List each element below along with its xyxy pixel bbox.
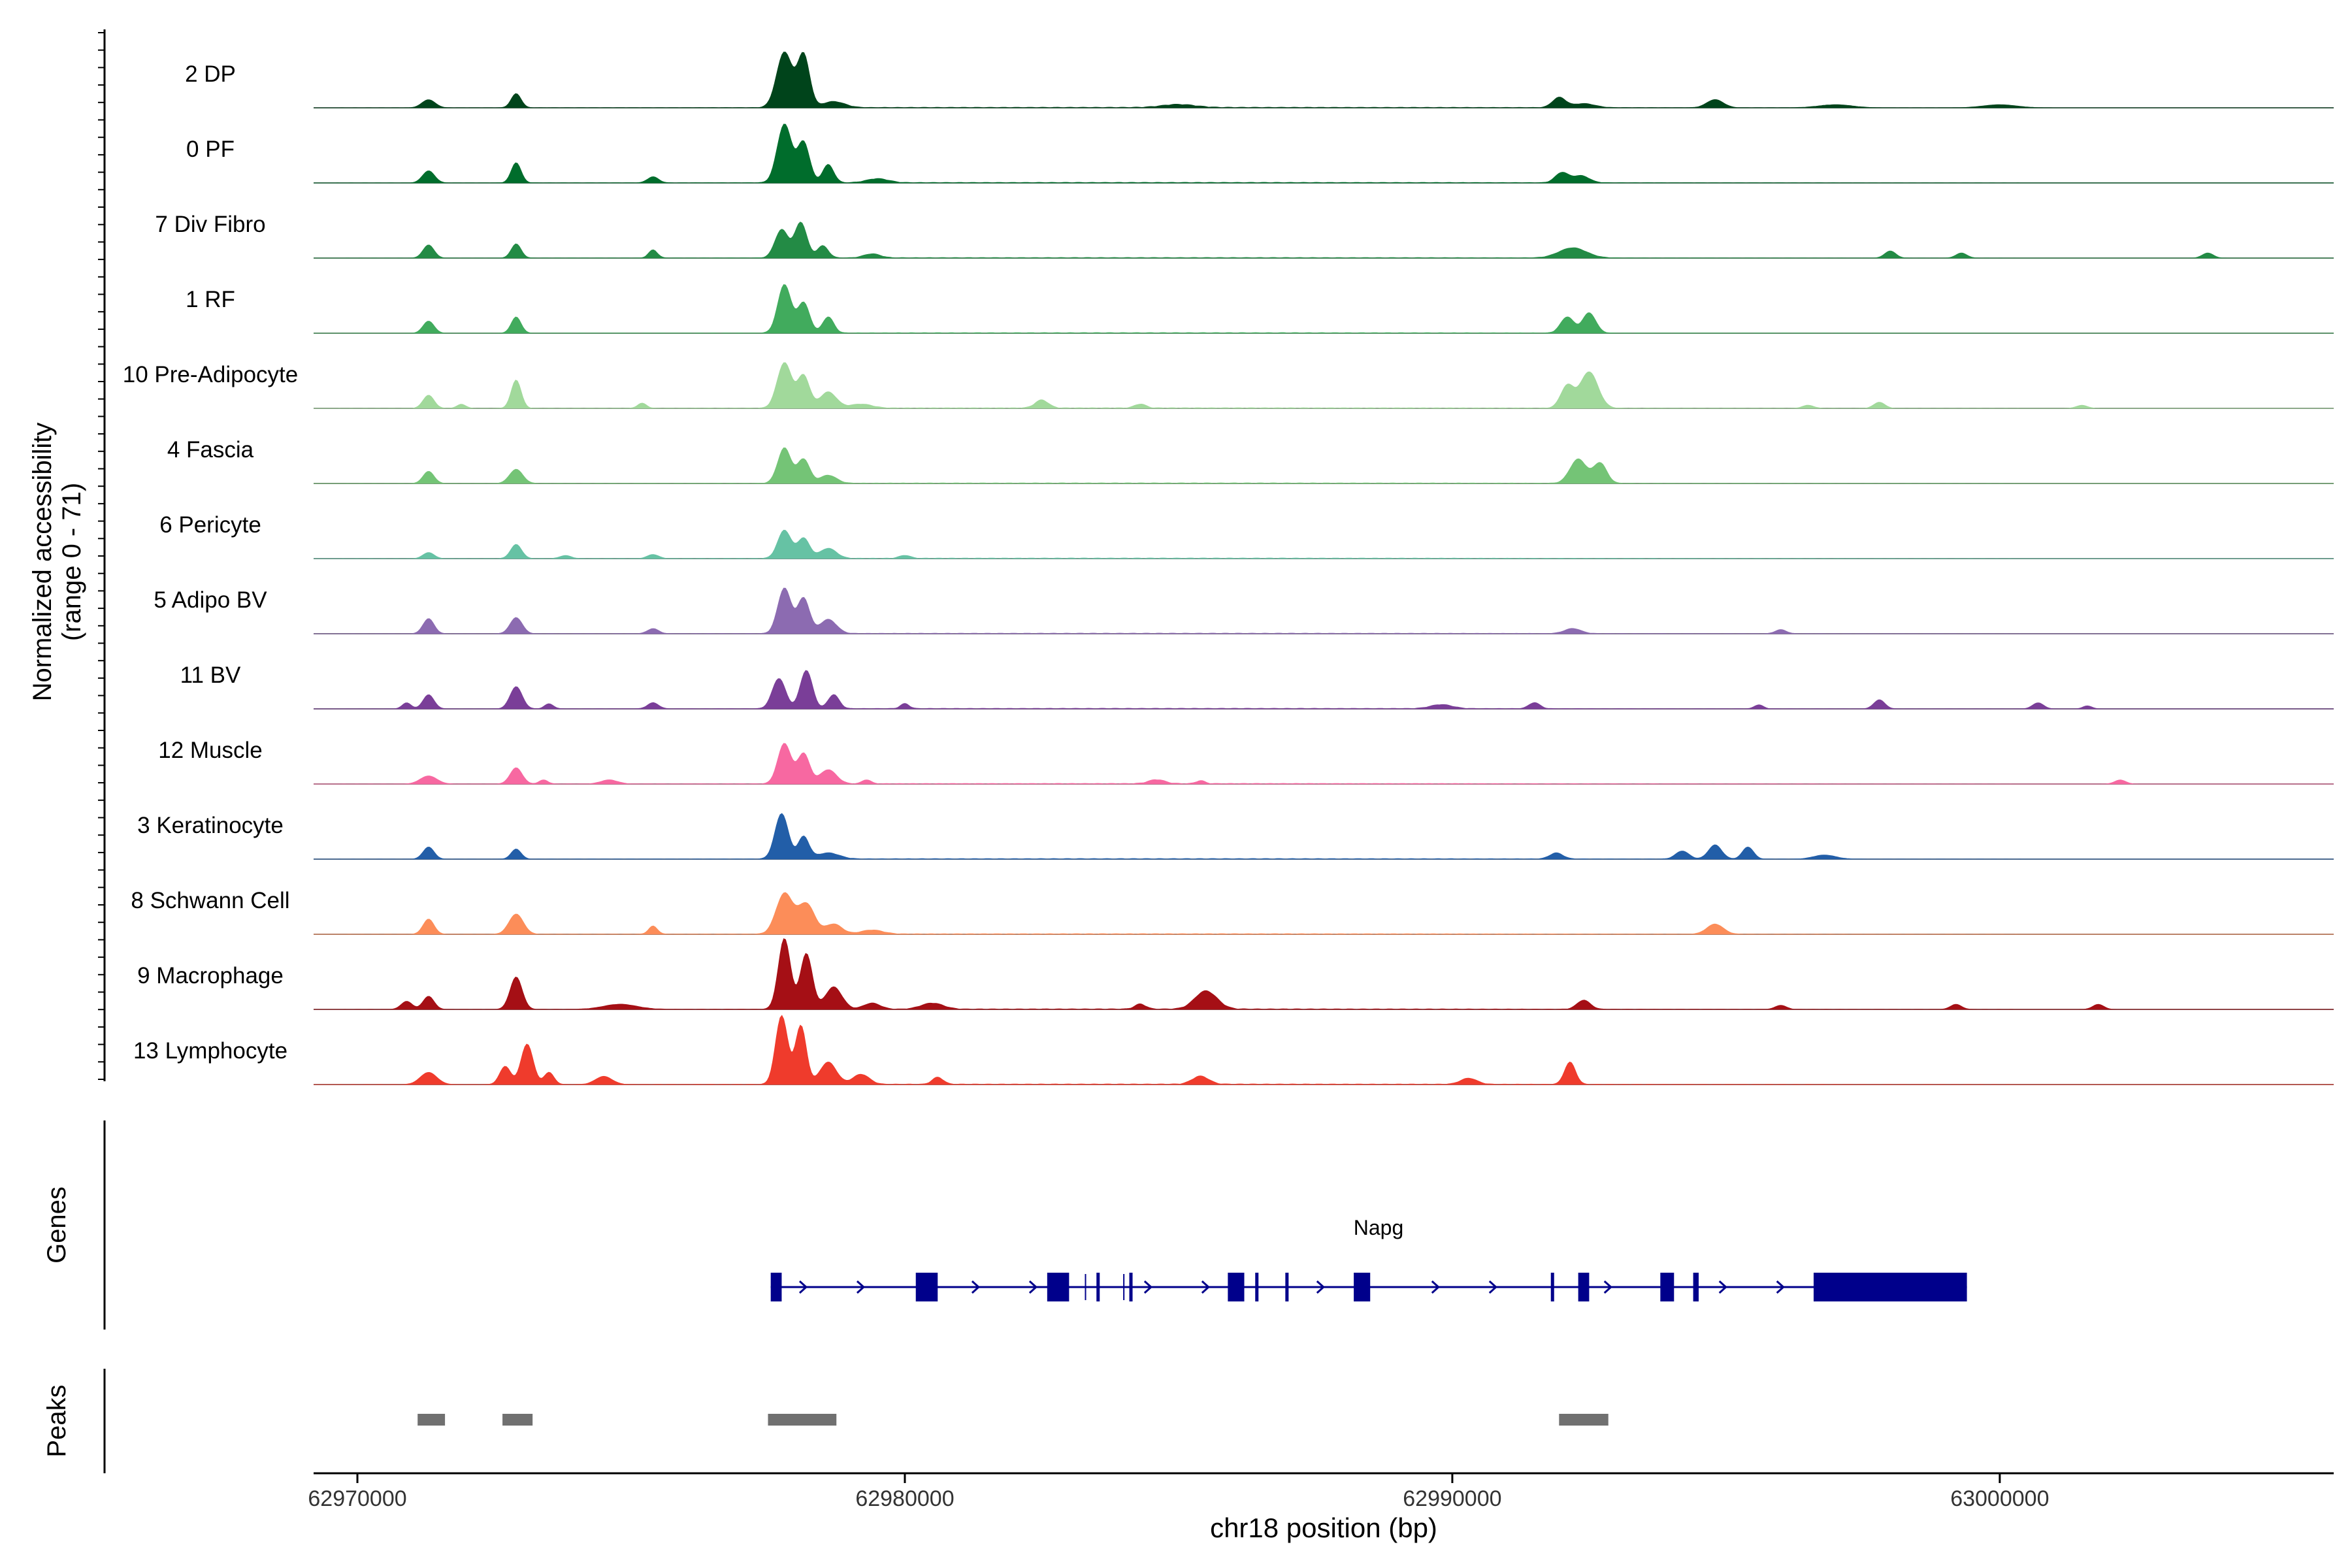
track-label: 11 BV: [180, 662, 241, 688]
coverage-y-axis-ticks: [98, 32, 105, 1080]
track-label: 6 Pericyte: [159, 512, 261, 538]
peaks-track-label: Peaks: [42, 1384, 71, 1457]
coverage-track: 6 Pericyte: [159, 512, 2334, 559]
gene-exon: [1096, 1273, 1100, 1301]
coverage-area: [314, 670, 2334, 710]
track-label: 9 Macrophage: [137, 963, 284, 988]
x-axis-label: chr18 position (bp): [1210, 1512, 1437, 1543]
peak-region: [1559, 1414, 1609, 1426]
coverage-area: [314, 743, 2334, 785]
strand-arrow: [1603, 1280, 1612, 1294]
track-label: 3 Keratinocyte: [137, 813, 284, 838]
gene-exon: [1285, 1273, 1289, 1301]
coverage-area: [314, 447, 2334, 484]
peak-region: [768, 1414, 837, 1426]
coverage-y-axis: Normalized accessibility (range 0 - 71): [28, 29, 106, 1081]
track-label: 2 DP: [185, 61, 236, 87]
peak-region: [502, 1414, 533, 1426]
coverage-area: [314, 221, 2334, 259]
strand-arrow: [1776, 1280, 1785, 1294]
coverage-track: 1 RF: [186, 284, 2334, 334]
strand-arrow: [1718, 1280, 1727, 1294]
gene-exon: [1550, 1273, 1554, 1301]
track-label: 12 Muscle: [158, 738, 263, 763]
track-label: 0 PF: [186, 137, 235, 162]
x-axis-ticks: 62970000 62980000 62990000 63000000: [308, 1473, 2049, 1511]
track-label: 4 Fascia: [167, 437, 254, 463]
coverage-area: [314, 892, 2334, 935]
coverage-track: 13 Lymphocyte: [133, 1015, 2334, 1085]
track-label: 5 Adipo BV: [154, 587, 267, 613]
coverage-track: 11 BV: [180, 662, 2334, 710]
peak-regions: [417, 1414, 1609, 1426]
genes-track-label: Genes: [42, 1186, 71, 1264]
gene-exon: [1047, 1273, 1070, 1301]
coverage-area: [314, 813, 2334, 860]
track-label: 7 Div Fibro: [155, 212, 265, 237]
coverage-track: 9 Macrophage: [137, 938, 2334, 1010]
coverage-track: 4 Fascia: [167, 437, 2334, 484]
strand-arrow: [1201, 1280, 1211, 1294]
strand-arrow: [856, 1280, 866, 1294]
gene-model: [770, 1273, 1967, 1301]
coverage-area: [314, 1015, 2334, 1085]
gene-exon: [1255, 1273, 1259, 1301]
coverage-tracks: 2 DP 0 PF 7 Div Fibro 1 RF 10 Pre-Adipocyte 4…: [123, 52, 2334, 1085]
gene-exon: [1354, 1273, 1371, 1301]
track-label: 1 RF: [186, 287, 235, 312]
coverage-track: 12 Muscle: [158, 738, 2334, 785]
coverage-track: 8 Schwann Cell: [131, 888, 2334, 935]
gene-exon: [915, 1273, 938, 1301]
coverage-track: 3 Keratinocyte: [137, 813, 2334, 860]
coverage-area: [314, 123, 2334, 184]
coverage-track: 5 Adipo BV: [154, 587, 2334, 634]
x-axis-tick-label: 62980000: [855, 1486, 954, 1511]
coverage-area: [314, 938, 2334, 1010]
strand-arrow: [1488, 1280, 1498, 1294]
y-axis-label: Normalized accessibility: [28, 423, 57, 702]
gene-exon: [1813, 1273, 1967, 1301]
gene-name-label: Napg: [1354, 1216, 1404, 1239]
gene-exon: [770, 1273, 782, 1301]
coverage-area: [314, 52, 2334, 108]
coverage-area: [314, 529, 2334, 559]
coverage-track: 0 PF: [186, 123, 2334, 184]
y-axis-range-label: (range 0 - 71): [57, 483, 86, 641]
coverage-track: 7 Div Fibro: [155, 212, 2334, 259]
peaks-panel: Peaks: [42, 1369, 1609, 1473]
coverage-area: [314, 284, 2334, 334]
coverage-track: 2 DP: [185, 52, 2334, 108]
x-axis: 62970000 62980000 62990000 63000000 chr18 p…: [308, 1472, 2334, 1543]
track-label: 10 Pre-Adipocyte: [123, 362, 298, 387]
strand-arrow: [1431, 1280, 1441, 1294]
coverage-area: [314, 362, 2334, 409]
strand-arrow: [798, 1280, 808, 1294]
strand-arrow: [971, 1280, 981, 1294]
track-label: 8 Schwann Cell: [131, 888, 289, 913]
coverage-track: 10 Pre-Adipocyte: [123, 362, 2334, 409]
x-axis-tick-label: 63000000: [1950, 1486, 2049, 1511]
strand-arrow: [1316, 1280, 1326, 1294]
x-axis-tick-label: 62990000: [1403, 1486, 1501, 1511]
x-axis-tick-label: 62970000: [308, 1486, 406, 1511]
genes-panel: Genes Napg: [42, 1120, 1967, 1330]
gene-exon: [1129, 1273, 1133, 1301]
strand-arrow: [1028, 1280, 1038, 1294]
gene-exon: [1693, 1273, 1699, 1301]
peak-region: [417, 1414, 446, 1426]
strand-arrow: [1143, 1280, 1153, 1294]
coverage-area: [314, 587, 2334, 634]
gene-exon: [1660, 1273, 1674, 1301]
track-label: 13 Lymphocyte: [133, 1038, 287, 1064]
gene-exon: [1578, 1273, 1590, 1301]
gene-exon: [1228, 1273, 1245, 1301]
